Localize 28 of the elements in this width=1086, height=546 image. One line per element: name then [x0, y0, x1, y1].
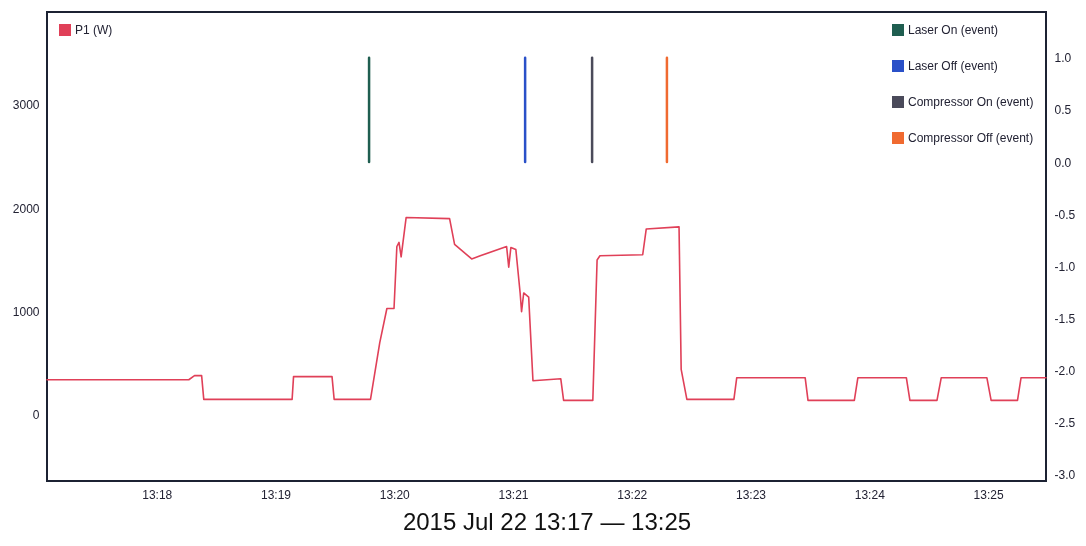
x-tick-label: 13:23	[736, 487, 767, 502]
x-tick-label: 13:21	[498, 487, 529, 502]
y-tick-label: 2000	[12, 201, 40, 216]
y-tick-label: 1000	[12, 305, 40, 320]
x-tick-label: 13:25	[973, 487, 1004, 502]
y2-tick-label: 1.0	[1054, 51, 1072, 66]
y-tick-label: 3000	[12, 98, 40, 113]
y2-tick-label: -1.5	[1054, 311, 1076, 326]
legend-label: Compressor On (event)	[908, 95, 1034, 109]
x-tick-label: 13:24	[854, 487, 886, 502]
y-tick-label: 0	[32, 408, 40, 423]
y2-tick-label: -2.0	[1054, 364, 1076, 379]
y2-tick-label: -3.0	[1054, 468, 1076, 483]
line-series	[46, 216, 1047, 402]
y2-tick-label: 0.5	[1054, 103, 1072, 118]
legend-label: Compressor Off (event)	[908, 131, 1034, 145]
x-tick-label: 13:22	[617, 487, 648, 502]
legend-label: Laser On (event)	[908, 23, 999, 37]
y2-tick-label: -0.5	[1054, 207, 1076, 222]
x-axis-title: 2015 Jul 22 13:17 — 13:25	[402, 507, 692, 535]
x-tick-label: 13:19	[260, 487, 292, 502]
x-tick-label: 13:20	[379, 487, 411, 502]
y2-tick-label: 0.0	[1054, 155, 1072, 170]
legend-label: P1 (W)	[75, 23, 113, 37]
y2-tick-label: -1.0	[1054, 259, 1076, 274]
legend-label: Laser Off (event)	[908, 59, 998, 73]
y2-tick-label: -2.5	[1054, 416, 1076, 431]
x-tick-label: 13:18	[142, 487, 173, 502]
